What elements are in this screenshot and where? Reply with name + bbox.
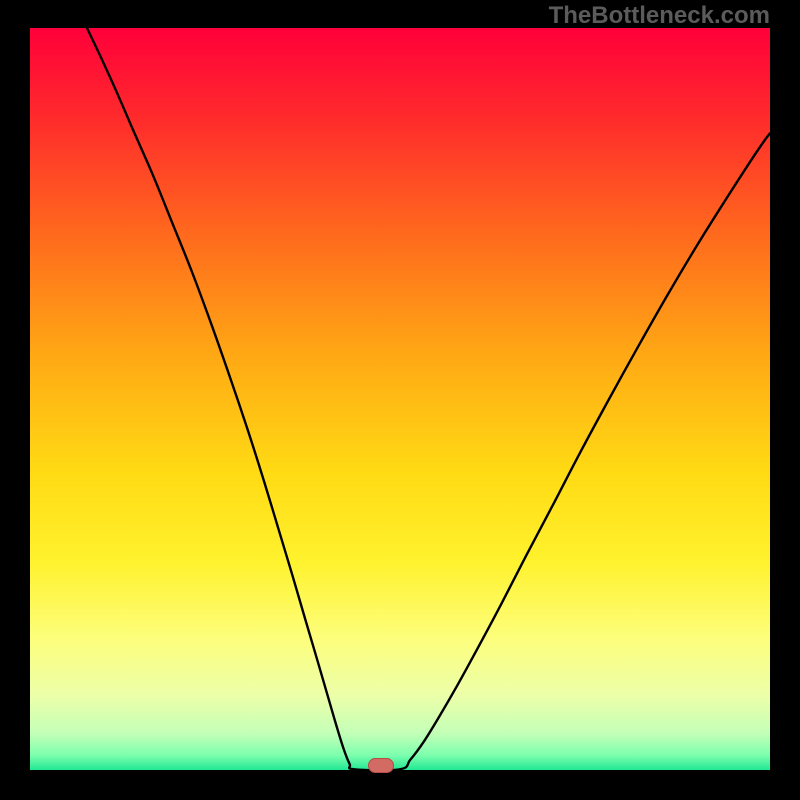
bottleneck-curve <box>30 28 770 770</box>
valley-marker-icon <box>368 758 394 773</box>
plot-area <box>30 28 770 770</box>
curve-path <box>87 28 770 770</box>
chart-stage: TheBottleneck.com <box>0 0 800 800</box>
watermark-label: TheBottleneck.com <box>549 2 770 30</box>
